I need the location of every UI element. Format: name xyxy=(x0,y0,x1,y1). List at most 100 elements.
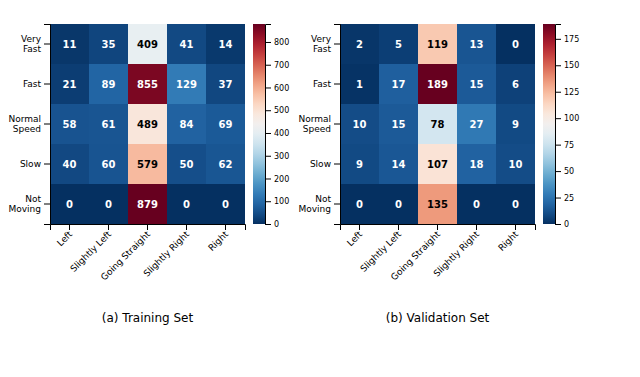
colorbar-tick-line xyxy=(265,178,271,179)
y-tick-line xyxy=(44,204,50,205)
cell-label: 78 xyxy=(431,119,445,130)
heatmap-cell xyxy=(418,144,457,184)
cell-label: 0 xyxy=(183,199,190,210)
colorbar-tick-label: 50 xyxy=(564,167,574,176)
cell-label: 1 xyxy=(356,79,363,90)
cell-label: 0 xyxy=(395,199,402,210)
colorbar-tick: 300 xyxy=(265,152,289,161)
cell-label: 15 xyxy=(392,119,406,130)
colorbar-tick-label: 800 xyxy=(274,38,289,47)
heatmap-cell xyxy=(167,64,206,104)
heatmap-cell xyxy=(128,184,167,224)
cell-label: 0 xyxy=(66,199,73,210)
y-tick: VeryFast xyxy=(21,34,50,54)
cell-label: 89 xyxy=(102,79,116,90)
colorbar-tick: 700 xyxy=(265,61,289,70)
y-tick-line xyxy=(334,44,340,45)
colorbar-tick: 500 xyxy=(265,106,289,115)
x-tick: Right xyxy=(206,224,230,253)
x-tick-line xyxy=(225,224,226,230)
axis-domain xyxy=(341,225,536,231)
y-tick-line xyxy=(334,84,340,85)
cell-label: 21 xyxy=(63,79,77,90)
cells xyxy=(340,24,535,224)
cell-label: 855 xyxy=(137,79,158,90)
heatmap-cell xyxy=(206,24,245,64)
heatmap-cell xyxy=(89,24,128,64)
colorbar-tick-label: 0 xyxy=(564,220,569,229)
cell-label: 2 xyxy=(356,39,363,50)
y-tick: NormalSpeed xyxy=(8,114,50,134)
colorbar-tick-line xyxy=(555,198,561,199)
cell-label: 5 xyxy=(395,39,402,50)
colorbar-tick: 150 xyxy=(555,61,579,70)
y-tick-label: NormalSpeed xyxy=(298,114,331,134)
y-tick: NotMoving xyxy=(298,194,340,214)
heatmap-cell xyxy=(496,184,535,224)
heatmap-cell xyxy=(457,184,496,224)
subtitle: (a) Training Set xyxy=(102,311,194,325)
x-tick-line xyxy=(69,224,70,230)
colorbar: 0255075100125150175 xyxy=(543,24,579,229)
cell-label: 37 xyxy=(219,79,233,90)
heatmap-cell xyxy=(457,144,496,184)
heatmap-cell xyxy=(379,24,418,64)
cell-label: 0 xyxy=(473,199,480,210)
cell-label: 119 xyxy=(427,39,448,50)
colorbar: 0100200300400500600700800 xyxy=(253,24,289,229)
x-tick-label: Right xyxy=(496,229,520,253)
cell-label: 0 xyxy=(512,199,519,210)
heatmap-cell xyxy=(457,24,496,64)
heatmap-cell xyxy=(340,64,379,104)
x-tick-label: Left xyxy=(55,229,74,248)
colorbar-tick-line xyxy=(555,145,561,146)
y-tick-label-line: Not xyxy=(315,194,331,204)
x-axis: LeftSlightly LeftGoing StraightSlightly … xyxy=(51,224,246,282)
y-tick-line xyxy=(44,44,50,45)
heatmap-cell xyxy=(418,64,457,104)
heatmap-cell xyxy=(496,104,535,144)
cell-label: 107 xyxy=(427,159,448,170)
heatmap-cell xyxy=(89,104,128,144)
heatmap-cell xyxy=(128,144,167,184)
y-tick: Slow xyxy=(310,159,340,169)
heatmap-cell xyxy=(206,64,245,104)
y-tick-label-line: Very xyxy=(311,34,332,44)
x-tick-label: Slightly Right xyxy=(142,229,192,279)
heatmap-cell xyxy=(50,144,89,184)
heatmap-cell xyxy=(418,24,457,64)
cell-label: 579 xyxy=(137,159,158,170)
x-tick-line xyxy=(359,224,360,230)
cell-label: 41 xyxy=(180,39,194,50)
y-tick: Fast xyxy=(23,79,50,89)
y-tick-line xyxy=(334,204,340,205)
y-tick-label-line: Not xyxy=(25,194,41,204)
x-tick: Right xyxy=(496,224,520,253)
heatmap-cell xyxy=(50,24,89,64)
x-tick: Slightly Right xyxy=(432,224,482,279)
heatmap-cell xyxy=(340,144,379,184)
cell-label: 40 xyxy=(63,159,77,170)
heatmap-cell xyxy=(340,24,379,64)
heatmap-cell xyxy=(167,104,206,144)
x-tick-line xyxy=(398,224,399,230)
x-tick-line xyxy=(515,224,516,230)
colorbar-tick-line xyxy=(265,201,271,202)
colorbar-tick-line xyxy=(555,92,561,93)
axis-domain xyxy=(556,25,562,225)
heatmap-cell xyxy=(89,64,128,104)
colorbar-tick-label: 100 xyxy=(564,114,579,123)
heatmap-cell xyxy=(89,144,128,184)
heatmap-cell xyxy=(340,104,379,144)
y-tick-line xyxy=(44,164,50,165)
y-tick-label: Fast xyxy=(313,79,332,89)
colorbar-tick-line xyxy=(265,42,271,43)
colorbar-tick-label: 600 xyxy=(274,84,289,93)
x-tick: Left xyxy=(55,224,74,248)
y-tick-label-line: Fast xyxy=(23,79,42,89)
y-tick: VeryFast xyxy=(311,34,340,54)
colorbar-axis: 0255075100125150175 xyxy=(555,25,579,230)
cell-label: 489 xyxy=(137,119,158,130)
heatmap-cell xyxy=(50,184,89,224)
heatmap-cell xyxy=(379,64,418,104)
